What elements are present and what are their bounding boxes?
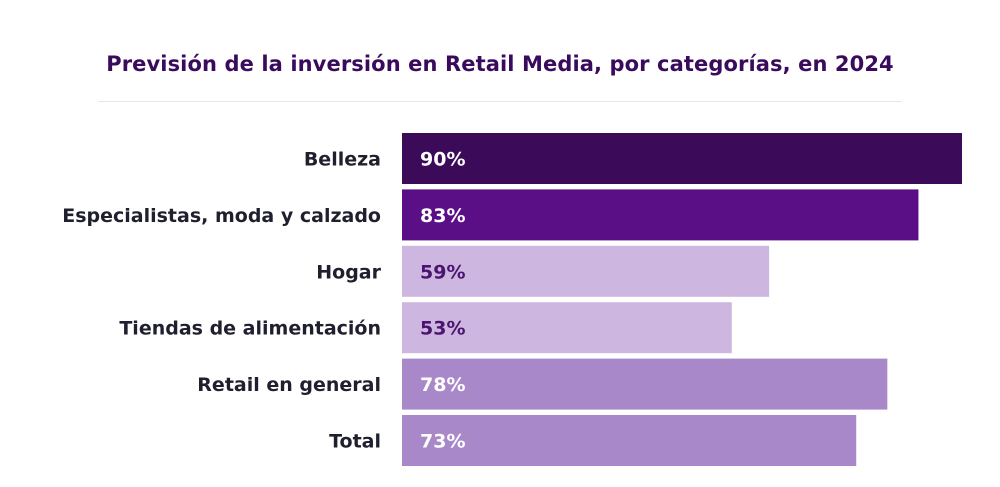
value-label: 83% — [420, 205, 465, 227]
category-label: Tiendas de alimentación — [119, 318, 381, 340]
bar-4 — [402, 302, 732, 354]
category-label: Total — [329, 431, 381, 453]
category-label: Especialistas, moda y calzado — [62, 205, 381, 227]
bar-5 — [402, 358, 888, 410]
category-label: Hogar — [316, 261, 381, 283]
category-label: Retail en general — [197, 374, 381, 396]
value-label: 90% — [420, 149, 465, 171]
title-divider — [98, 101, 902, 102]
category-label: Belleza — [304, 149, 381, 171]
value-label: 73% — [420, 431, 465, 453]
value-label: 53% — [420, 318, 465, 340]
chart-title: Previsión de la inversión en Retail Medi… — [106, 52, 894, 76]
bar-6 — [402, 415, 857, 466]
bar-2 — [402, 189, 919, 241]
bar-3 — [402, 245, 770, 297]
bar-1 — [402, 133, 962, 184]
value-label: 59% — [420, 261, 465, 283]
value-label: 78% — [420, 374, 465, 396]
